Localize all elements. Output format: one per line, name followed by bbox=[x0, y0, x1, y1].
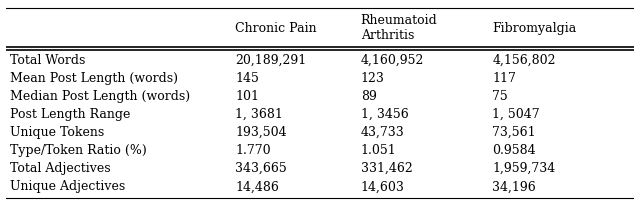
Text: 343,665: 343,665 bbox=[236, 162, 287, 175]
Text: 193,504: 193,504 bbox=[236, 126, 287, 139]
Text: 1, 3456: 1, 3456 bbox=[361, 108, 408, 121]
Text: Post Length Range: Post Length Range bbox=[10, 108, 130, 121]
Text: 14,486: 14,486 bbox=[236, 180, 279, 193]
Text: 34,196: 34,196 bbox=[493, 180, 536, 193]
Text: 0.9584: 0.9584 bbox=[493, 144, 536, 157]
Text: 123: 123 bbox=[361, 72, 385, 85]
Text: Chronic Pain: Chronic Pain bbox=[236, 22, 317, 35]
Text: Fibromyalgia: Fibromyalgia bbox=[493, 22, 577, 35]
Text: Type/Token Ratio (%): Type/Token Ratio (%) bbox=[10, 144, 147, 157]
Text: Median Post Length (words): Median Post Length (words) bbox=[10, 90, 189, 103]
Text: 1.770: 1.770 bbox=[236, 144, 271, 157]
Text: 1.051: 1.051 bbox=[361, 144, 397, 157]
Text: Rheumatoid
Arthritis: Rheumatoid Arthritis bbox=[361, 14, 438, 42]
Text: Mean Post Length (words): Mean Post Length (words) bbox=[10, 72, 177, 85]
Text: 4,156,802: 4,156,802 bbox=[493, 54, 556, 67]
Text: Unique Tokens: Unique Tokens bbox=[10, 126, 104, 139]
Text: 117: 117 bbox=[493, 72, 516, 85]
Text: 20,189,291: 20,189,291 bbox=[236, 54, 307, 67]
Text: 73,561: 73,561 bbox=[493, 126, 536, 139]
Text: Unique Adjectives: Unique Adjectives bbox=[10, 180, 125, 193]
Text: 4,160,952: 4,160,952 bbox=[361, 54, 424, 67]
Text: 1,959,734: 1,959,734 bbox=[493, 162, 556, 175]
Text: 43,733: 43,733 bbox=[361, 126, 404, 139]
Text: 101: 101 bbox=[236, 90, 259, 103]
Text: 1, 5047: 1, 5047 bbox=[493, 108, 540, 121]
Text: Total Words: Total Words bbox=[10, 54, 85, 67]
Text: 75: 75 bbox=[493, 90, 508, 103]
Text: 89: 89 bbox=[361, 90, 377, 103]
Text: Total Adjectives: Total Adjectives bbox=[10, 162, 110, 175]
Text: 14,603: 14,603 bbox=[361, 180, 404, 193]
Text: 1, 3681: 1, 3681 bbox=[236, 108, 284, 121]
Text: 145: 145 bbox=[236, 72, 259, 85]
Text: 331,462: 331,462 bbox=[361, 162, 413, 175]
